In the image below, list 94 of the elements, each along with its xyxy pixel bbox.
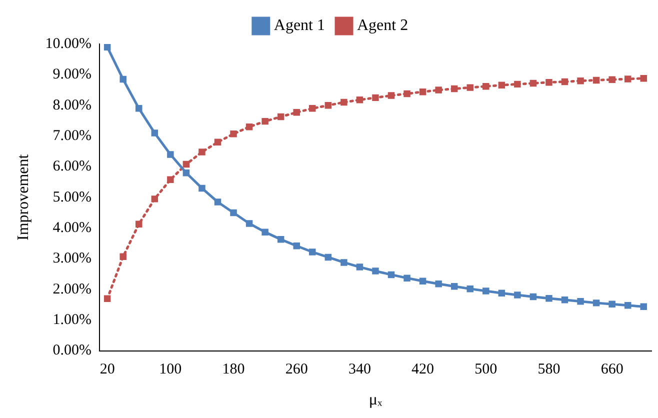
- point: [419, 88, 426, 96]
- point: [388, 92, 395, 99]
- point: [120, 76, 126, 83]
- point: [592, 76, 600, 84]
- point: [356, 96, 364, 104]
- point: [340, 259, 348, 266]
- point: [151, 196, 158, 202]
- y-tick-label: 6.00%: [52, 158, 92, 175]
- point: [577, 298, 584, 305]
- point: [293, 242, 300, 250]
- x-tick-label: 580: [538, 362, 560, 378]
- point: [372, 94, 379, 102]
- point: [577, 77, 584, 84]
- point: [309, 248, 316, 256]
- point: [230, 209, 237, 216]
- point: [277, 236, 284, 243]
- point: [450, 85, 458, 92]
- point: [372, 268, 379, 274]
- point: [230, 130, 237, 138]
- point: [182, 169, 190, 176]
- x-tick-label: 260: [285, 362, 308, 378]
- point: [309, 105, 316, 112]
- x-tick-label: 500: [474, 362, 498, 378]
- point: [293, 109, 300, 116]
- point: [340, 98, 348, 106]
- point: [530, 80, 537, 87]
- x-tick-label: 660: [600, 362, 624, 378]
- point: [624, 76, 632, 82]
- y-tick-label: 9.00%: [52, 66, 92, 83]
- point: [498, 290, 506, 296]
- point: [104, 44, 111, 50]
- point: [324, 102, 332, 109]
- point: [198, 148, 206, 156]
- point: [136, 220, 142, 228]
- point: [530, 293, 537, 300]
- point: [182, 160, 190, 168]
- point: [262, 228, 268, 236]
- x-tick-label: 100: [159, 362, 182, 378]
- y-tick-label: 7.00%: [52, 128, 92, 144]
- y-tick-label: 10.00%: [45, 36, 92, 52]
- point: [167, 151, 174, 158]
- y-tick-label: 5.00%: [52, 189, 92, 206]
- point: [608, 76, 616, 83]
- point: [120, 253, 126, 260]
- point: [214, 138, 222, 146]
- point: [561, 78, 568, 86]
- point: [498, 82, 506, 88]
- x-tick-label: 340: [348, 362, 371, 378]
- point: [356, 264, 364, 270]
- point: [640, 74, 647, 82]
- point: [388, 271, 395, 278]
- y-tick-label: 0.00%: [52, 342, 92, 359]
- point: [198, 184, 206, 192]
- point: [624, 302, 632, 309]
- legend-label: Agent 2: [357, 17, 408, 34]
- point: [546, 294, 552, 302]
- point: [514, 80, 521, 88]
- point: [277, 113, 284, 120]
- point: [435, 280, 442, 288]
- point: [262, 118, 268, 125]
- point: [592, 300, 600, 306]
- point: [404, 274, 410, 282]
- y-tick-label: 8.00%: [52, 97, 92, 114]
- point: [482, 288, 490, 294]
- point: [151, 130, 158, 136]
- point: [640, 303, 647, 310]
- point: [246, 220, 253, 227]
- point: [482, 82, 490, 90]
- point: [404, 90, 410, 98]
- point: [514, 292, 521, 298]
- y-tick-label: 1.00%: [52, 312, 92, 328]
- x-axis-title: μₓ: [368, 392, 382, 409]
- point: [104, 295, 111, 302]
- point: [546, 78, 552, 86]
- x-tick-label: 20: [100, 362, 115, 378]
- point: [167, 176, 174, 183]
- point: [246, 123, 253, 130]
- point: [466, 84, 474, 91]
- point: [608, 300, 616, 308]
- y-axis-title: Improvement: [14, 154, 32, 240]
- x-tick-label: 180: [222, 362, 245, 378]
- point: [324, 254, 332, 261]
- y-tick-label: 4.00%: [52, 220, 92, 236]
- point: [561, 296, 568, 304]
- y-tick-label: 2.00%: [52, 281, 92, 298]
- point: [450, 283, 458, 290]
- point: [214, 198, 222, 206]
- point: [466, 285, 474, 292]
- point: [419, 278, 426, 285]
- legend-label: Agent 1: [274, 17, 326, 34]
- point: [136, 105, 142, 112]
- y-tick-label: 3.00%: [52, 250, 92, 267]
- point: [435, 86, 442, 94]
- x-tick-label: 420: [412, 362, 434, 378]
